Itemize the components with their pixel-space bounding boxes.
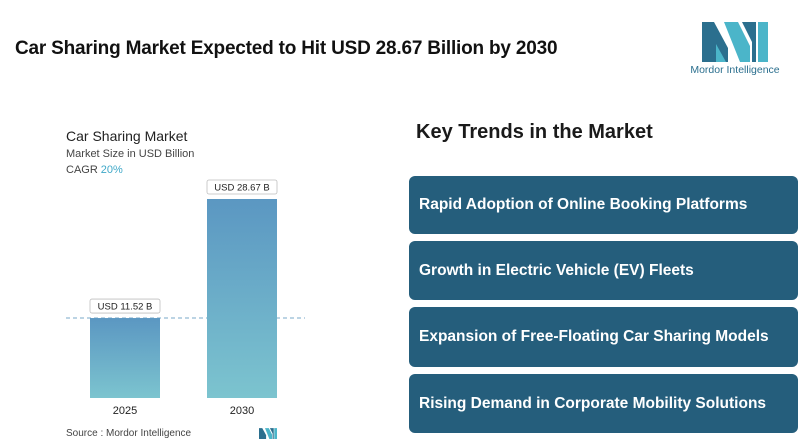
chart-cagr: CAGR 20%	[66, 164, 123, 176]
data-label: USD 28.67 B	[214, 183, 269, 194]
data-label-box	[89, 298, 161, 314]
trend-card: Rapid Adoption of Online Booking Platfor…	[409, 176, 798, 234]
source-note: Source : Mordor Intelligence	[66, 428, 192, 439]
cagr-label: CAGR	[66, 164, 98, 176]
chart-subtitle: Market Size in USD Billion	[66, 148, 195, 160]
data-label: USD 11.52 B	[98, 302, 153, 313]
trend-card: Rising Demand in Corporate Mobility Solu…	[409, 374, 798, 433]
page-headline: Car Sharing Market Expected to Hit USD 2…	[15, 38, 558, 59]
trend-card: Expansion of Free-Floating Car Sharing M…	[409, 307, 798, 367]
mordor-intelligence-logo: Mordor Intelligence	[690, 18, 780, 80]
cagr-value: 20%	[100, 164, 123, 176]
logo-text: Mordor Intelligence	[690, 64, 780, 76]
bar	[90, 318, 160, 398]
bar-chart: USD 11.52 B 2025 USD 28.67 B 2030	[66, 179, 305, 417]
x-tick-label: 2030	[230, 405, 254, 417]
key-trends-title: Key Trends in the Market	[416, 121, 653, 143]
chart-title: Car Sharing Market	[66, 128, 188, 144]
bar	[207, 199, 277, 398]
mordor-logo-icon	[702, 22, 768, 62]
trend-card: Growth in Electric Vehicle (EV) Fleets	[409, 241, 798, 300]
x-tick-label: 2025	[113, 405, 137, 417]
data-label-box	[206, 179, 278, 195]
source-logo-icon	[259, 428, 277, 439]
